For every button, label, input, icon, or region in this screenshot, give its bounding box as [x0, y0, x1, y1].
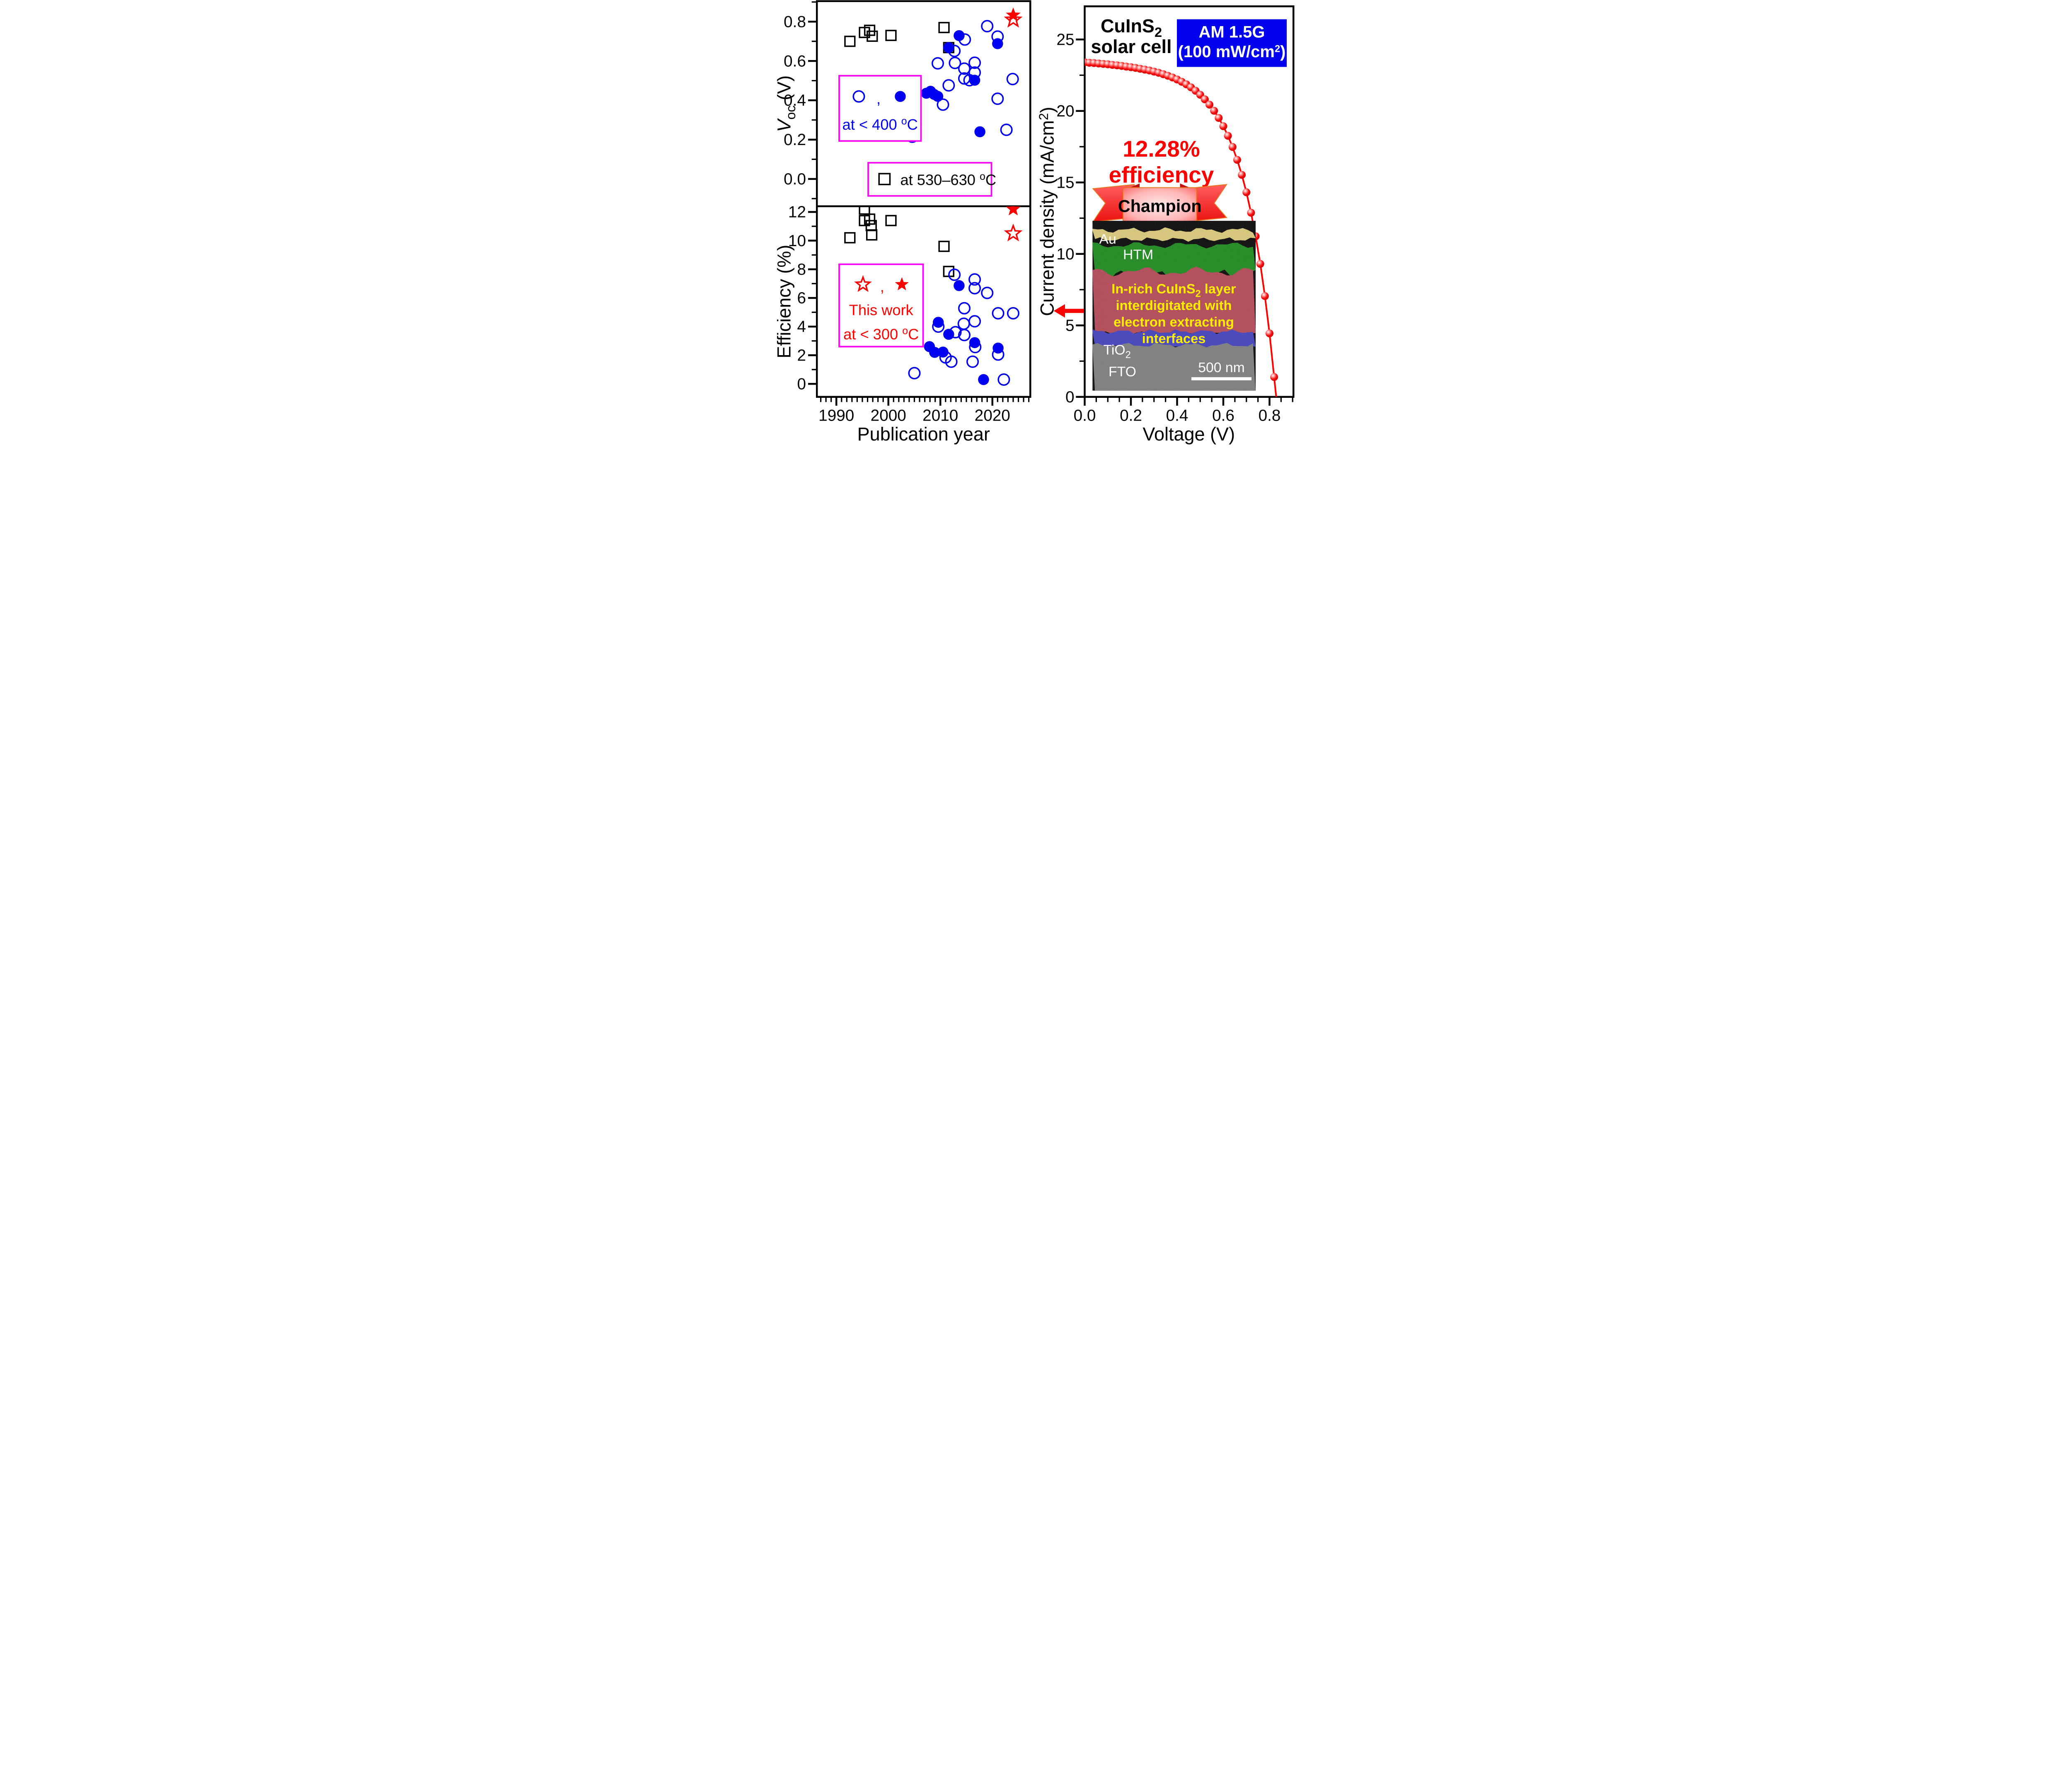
svg-text:0.8: 0.8 — [1259, 407, 1281, 424]
filled-circle-icon — [895, 91, 906, 102]
legend-low-temp-label: at < 400 oC — [842, 115, 918, 133]
voc-y-axis-title: Voc (V) — [777, 75, 798, 132]
cis-label-line2: interdigitated with — [1116, 298, 1232, 313]
efficiency-axis-ticks: 0 2 4 6 8 10 12 1990 2000 2010 2020 — [788, 203, 1030, 424]
svg-text:0.6: 0.6 — [1212, 407, 1234, 424]
svg-text:20: 20 — [1056, 102, 1074, 120]
voc-data-markers — [844, 7, 1023, 143]
legend-low-temp-box — [838, 75, 922, 142]
jv-axis-ticks: 0 5 10 15 20 25 0.0 0.2 0.4 0.6 0.8 — [1056, 31, 1293, 424]
au-label: Au — [1099, 231, 1116, 247]
fto-label: FTO — [1109, 364, 1136, 380]
svg-text:1990: 1990 — [818, 407, 854, 424]
sem-inset: Au HTM In-rich CuInS2 layer interdigitat… — [1092, 220, 1256, 391]
scalebar-label: 500 nm — [1198, 360, 1245, 375]
svg-text:0.0: 0.0 — [1074, 407, 1096, 424]
legend-comma: , — [876, 90, 881, 107]
svg-text:2: 2 — [797, 346, 806, 364]
cell-title-line1: CuInS2 — [1101, 15, 1162, 40]
svg-text:2020: 2020 — [975, 407, 1010, 424]
cis-label-line3: electron extracting — [1113, 315, 1234, 329]
svg-text:10: 10 — [1056, 245, 1074, 263]
htm-layer — [1092, 242, 1256, 280]
filled-star-icon — [895, 277, 909, 290]
cell-title-line2: solar cell — [1091, 36, 1172, 57]
svg-text:5: 5 — [1065, 317, 1075, 334]
am15g-box-bg — [1177, 19, 1287, 67]
voc-axis-ticks: 0.0 0.2 0.4 0.6 0.8 — [784, 1, 817, 199]
legend-high-temp: at 530–630 oC — [867, 162, 997, 197]
am15g-line1: AM 1.5G — [1198, 23, 1265, 41]
svg-text:2000: 2000 — [871, 407, 906, 424]
efficiency-data-markers — [844, 206, 1023, 386]
legend-this-work: , This work at < 300 oC — [838, 263, 924, 348]
open-circle-icon — [852, 90, 865, 103]
legend-this-work-line2: at < 300 oC — [843, 325, 919, 343]
efficiency-value-line2: efficiency — [1109, 162, 1214, 187]
svg-text:0.0: 0.0 — [784, 170, 806, 188]
svg-text:12: 12 — [788, 203, 806, 221]
svg-text:25: 25 — [1056, 31, 1074, 48]
svg-text:0.4: 0.4 — [784, 92, 806, 109]
svg-text:10: 10 — [788, 232, 806, 250]
champion-ribbon: Champion — [1092, 183, 1228, 225]
am15g-box: AM 1.5G (100 mW/cm2) — [1177, 19, 1287, 67]
cis-label-line1: In-rich CuInS2 layer — [1111, 281, 1236, 300]
voltage-axis-title: Voltage (V) — [1143, 424, 1235, 445]
svg-text:8: 8 — [797, 261, 806, 278]
svg-text:6: 6 — [797, 289, 806, 307]
cuins2-layer — [1092, 266, 1256, 336]
scalebar-icon — [1191, 377, 1251, 380]
champion-label: Champion — [1118, 197, 1202, 216]
open-square-icon — [878, 173, 891, 185]
svg-text:0.8: 0.8 — [784, 13, 806, 31]
voc-panel: 0.0 0.2 0.4 0.6 0.8 Voc (V) , at < 400 oC at… — [777, 0, 1031, 207]
figure-container: 0.0 0.2 0.4 0.6 0.8 Voc (V) , at < 400 oC at… — [777, 0, 1295, 447]
svg-text:0.6: 0.6 — [784, 52, 806, 70]
svg-text:0.4: 0.4 — [1166, 407, 1188, 424]
jv-panel: 0 5 10 15 20 25 0.0 0.2 0.4 0.6 0.8 CuInS2 solar c… — [1036, 5, 1295, 445]
scientific-figure: 0.0 0.2 0.4 0.6 0.8 Voc (V) , at < 400 oC at… — [777, 0, 1295, 445]
legend-this-work-line1: This work — [849, 301, 914, 318]
svg-text:0: 0 — [797, 375, 806, 393]
efficiency-y-axis-title: Efficiency (%) — [777, 245, 795, 358]
legend-high-temp-box — [867, 162, 992, 197]
publication-year-axis-title: Publication year — [857, 424, 990, 445]
efficiency-panel: 0 2 4 6 8 10 12 1990 2000 2010 2020 Efficiency (%)… — [777, 203, 1031, 445]
htm-label: HTM — [1123, 247, 1153, 262]
legend-this-work-box — [838, 263, 924, 348]
legend-comma-2: , — [880, 278, 884, 295]
svg-text:2010: 2010 — [922, 407, 958, 424]
left-pointing-arrow-icon — [1053, 304, 1084, 318]
open-star-icon — [854, 275, 872, 292]
cis-label-line4: interfaces — [1142, 331, 1206, 346]
svg-text:4: 4 — [797, 318, 806, 336]
legend-high-temp-label: at 530–630 oC — [900, 171, 997, 189]
svg-text:0: 0 — [1065, 388, 1075, 406]
svg-text:0.2: 0.2 — [1120, 407, 1142, 424]
tio2-layer — [1092, 329, 1256, 349]
legend-low-temp: , at < 400 oC — [838, 75, 922, 142]
am15g-line2: (100 mW/cm2) — [1178, 43, 1286, 61]
svg-text:0.2: 0.2 — [784, 131, 806, 149]
au-layer — [1092, 227, 1256, 242]
current-density-axis-title: Current density (mA/cm2) — [1036, 107, 1058, 316]
svg-text:15: 15 — [1056, 174, 1074, 191]
efficiency-panel-frame — [816, 205, 1031, 398]
efficiency-value-line1: 12.28% — [1123, 136, 1200, 162]
tio2-label: TiO2 — [1104, 342, 1131, 361]
